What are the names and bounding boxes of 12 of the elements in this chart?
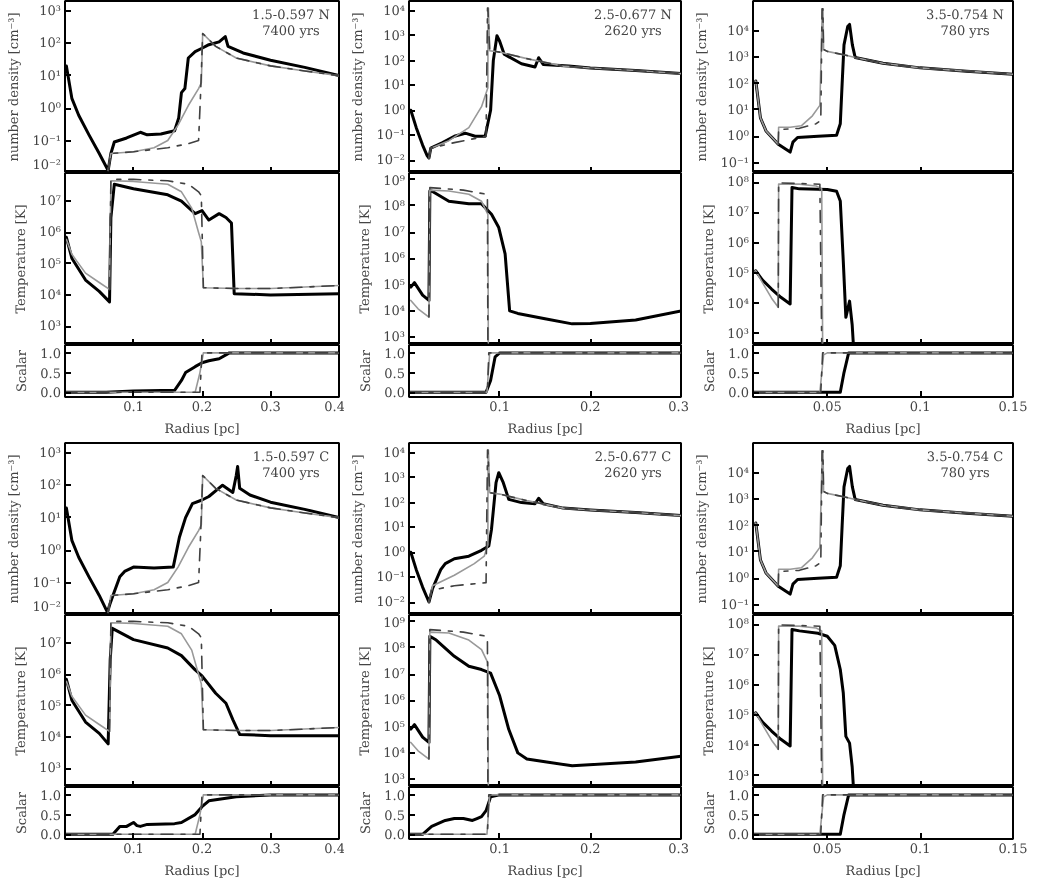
line-series — [428, 628, 489, 786]
line-series — [754, 625, 824, 786]
line-series — [428, 186, 489, 344]
line-series — [428, 7, 681, 159]
line-series — [107, 32, 339, 172]
line-series — [754, 183, 824, 344]
line-series — [777, 624, 823, 786]
line-series — [107, 474, 339, 614]
line-series — [108, 178, 339, 291]
line-series — [777, 182, 823, 344]
line-series — [428, 449, 681, 603]
line-series — [108, 620, 339, 733]
